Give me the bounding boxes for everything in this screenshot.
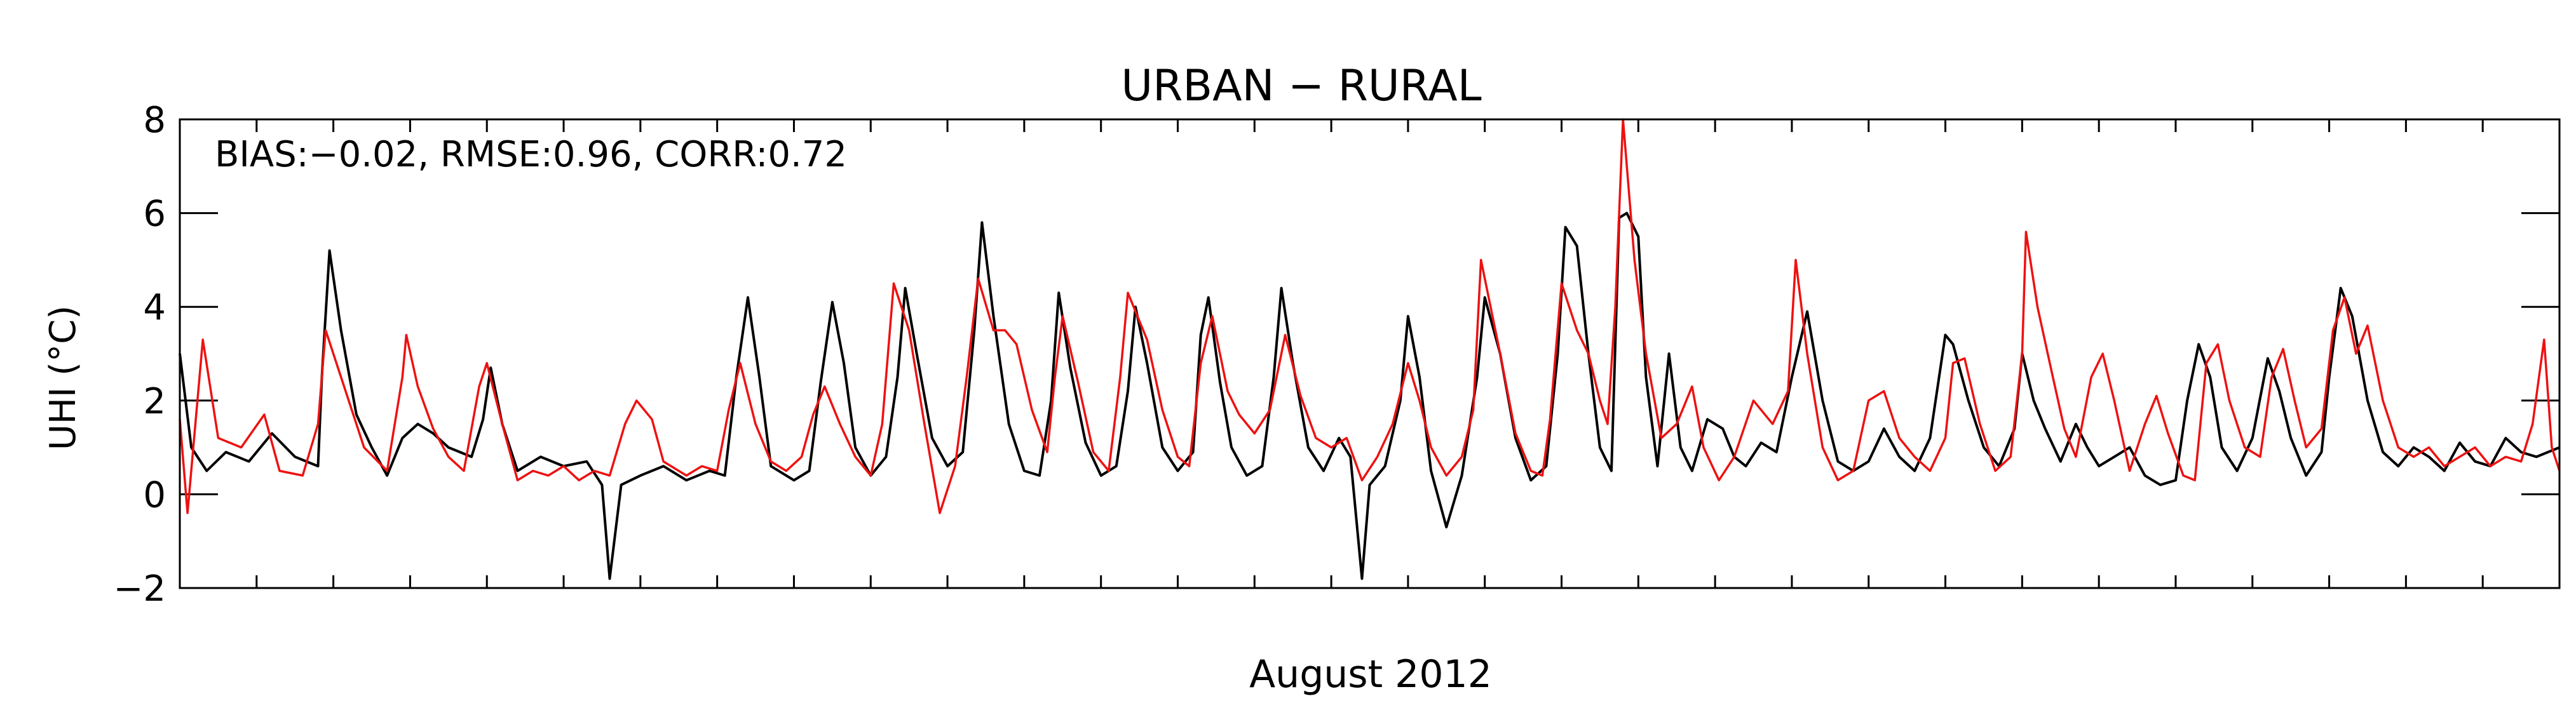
y-tick-label: −2 <box>113 568 166 610</box>
y-tick-label: 0 <box>143 474 166 516</box>
plot-frame <box>179 118 2561 589</box>
x-axis-label: August 2012 <box>1249 652 1492 697</box>
series-line-2 <box>179 118 2561 514</box>
series-line-1 <box>179 211 2560 580</box>
y-axis-label: UHI (°C) <box>43 305 84 450</box>
chart-title: URBAN − RURAL <box>1121 61 1481 111</box>
y-tick-label: 2 <box>143 381 166 422</box>
y-tick-label: 6 <box>143 194 166 235</box>
series-layer <box>179 118 2561 580</box>
stats-annotation: BIAS:−0.02, RMSE:0.96, CORR:0.72 <box>215 134 847 175</box>
y-tick-label: 8 <box>143 100 166 141</box>
y-tick-label: 4 <box>143 287 166 328</box>
y-tick-labels: −2 0 2 4 6 8 <box>113 100 166 610</box>
